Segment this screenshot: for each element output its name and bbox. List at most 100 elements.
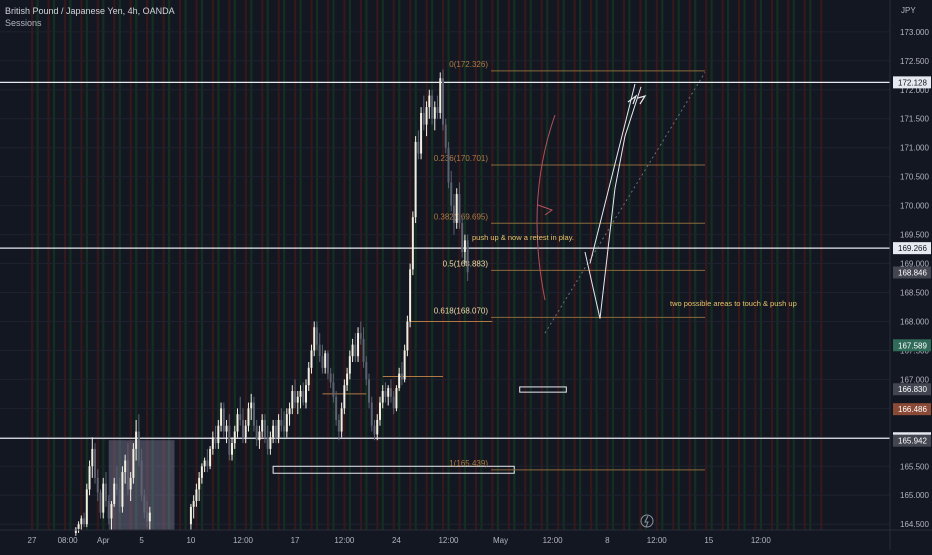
candle-body: [439, 78, 442, 113]
session-band: [425, 0, 428, 530]
y-tick-label: 172.500: [900, 57, 929, 66]
candle-body: [263, 419, 266, 438]
session-band: [228, 0, 231, 530]
candle-body: [283, 425, 286, 432]
y-tick-label: 170.500: [900, 173, 929, 182]
session-band: [491, 0, 494, 530]
candle-body: [387, 388, 390, 397]
candle-body: [104, 483, 107, 502]
session-band: [392, 0, 395, 530]
session-band: [80, 0, 83, 530]
candle-body: [291, 390, 294, 409]
y-tick-label: 165.500: [900, 462, 929, 471]
candle-body: [315, 327, 318, 345]
session-band: [524, 0, 527, 530]
session-band: [820, 0, 823, 530]
x-tick-label: 12:00: [751, 536, 772, 545]
session-band: [168, 0, 171, 530]
candle-body: [455, 194, 458, 224]
y-tick-label: 171.000: [900, 144, 929, 153]
candle-body: [272, 425, 275, 438]
price-tag-label: 166.830: [898, 385, 927, 394]
candle-body: [118, 489, 121, 507]
session-band: [250, 0, 253, 530]
candle-body: [442, 78, 444, 125]
candle-body: [450, 182, 453, 206]
candle-body: [463, 240, 466, 252]
session-band: [233, 0, 236, 530]
price-tag: [893, 242, 931, 255]
candle-body: [220, 408, 223, 426]
session-band: [507, 0, 510, 530]
candle-body: [200, 466, 203, 478]
currency-label: JPY: [901, 6, 916, 15]
session-band: [546, 0, 549, 530]
candle-body: [277, 419, 280, 438]
price-tag-label: 165.942: [898, 437, 927, 446]
session-band: [398, 0, 401, 530]
candle-body: [222, 408, 225, 432]
candle-body: [392, 396, 395, 409]
candle-body: [135, 431, 138, 449]
session-band: [376, 0, 379, 530]
annotation-arrow: [537, 204, 554, 216]
session-band: [496, 0, 499, 530]
session-band: [52, 0, 56, 530]
session-band: [743, 0, 746, 530]
candle-body: [217, 425, 220, 444]
price-tag: [893, 403, 931, 416]
session-band: [217, 0, 220, 530]
candle-body: [261, 419, 264, 432]
x-tick-label: 12:00: [647, 536, 668, 545]
session-band: [69, 0, 72, 530]
y-tick-label: 168.000: [900, 317, 929, 326]
candle-body: [433, 107, 436, 119]
session-band: [118, 0, 121, 530]
session-band: [315, 0, 319, 530]
x-tick-label: 12:00: [543, 536, 564, 545]
session-band: [595, 0, 598, 530]
arrow-head: [637, 94, 647, 105]
candle-body: [362, 338, 365, 363]
candle-body: [129, 477, 132, 490]
y-tick-label: 165.000: [900, 491, 929, 500]
price-tag: [893, 383, 931, 396]
price-tag: [893, 266, 931, 279]
session-band: [611, 0, 615, 530]
price-tag-label: 172.128: [898, 78, 927, 87]
session-band: [480, 0, 483, 530]
candle-body: [370, 402, 373, 426]
candle-body: [296, 396, 299, 403]
fib-label: 0.236(170.701): [434, 154, 489, 163]
candle-body: [102, 483, 105, 513]
indicator-label[interactable]: Sessions: [5, 18, 42, 28]
candle-body: [77, 524, 80, 529]
x-tick-label: 27: [28, 536, 37, 545]
candle-body: [346, 373, 349, 386]
session-band: [759, 0, 763, 530]
candle-body: [146, 512, 149, 522]
x-tick-label: 12:00: [233, 536, 254, 545]
session-band: [195, 0, 198, 530]
session-band: [332, 0, 335, 530]
session-band: [792, 0, 795, 530]
session-band: [710, 0, 713, 530]
session-band: [776, 0, 779, 530]
lightning-icon[interactable]: [640, 514, 654, 528]
candle-body: [214, 437, 217, 444]
candle-body: [305, 385, 307, 403]
price-tag-label: 167.589: [898, 341, 927, 350]
y-tick-label: 173.000: [900, 28, 929, 37]
session-band: [277, 0, 280, 530]
candle-body: [266, 437, 269, 449]
session-band: [85, 0, 88, 530]
session-band: [562, 0, 565, 530]
price-tag: [893, 339, 931, 352]
candle-body: [288, 408, 291, 415]
candle-body: [94, 448, 97, 478]
session-band: [721, 0, 724, 530]
session-band: [365, 0, 368, 530]
candle-body: [302, 390, 305, 403]
